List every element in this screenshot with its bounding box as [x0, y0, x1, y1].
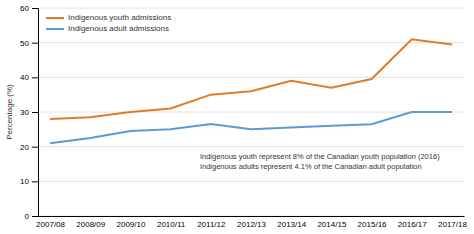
y-tick-mark	[32, 43, 38, 44]
x-tick-label: 2014/15	[317, 220, 346, 229]
legend-swatch	[46, 28, 64, 30]
series-line	[50, 112, 452, 143]
y-tick-label: 50	[20, 39, 29, 48]
y-tick-label: 20	[20, 143, 29, 152]
y-axis-title: Percentage (%)	[5, 84, 14, 140]
plot-area: 0 10 20 30 40 50 60 2007/08 2008/09 2009/10 2010/1…	[20, 4, 467, 229]
grid-line	[38, 112, 464, 113]
grid	[38, 8, 464, 216]
y-tick: 30	[20, 108, 38, 117]
chart: 0 10 20 30 40 50 60 2007/08 2008/09 2009/10 2010/1…	[0, 0, 474, 234]
series-line	[50, 39, 452, 119]
y-tick-mark	[32, 147, 38, 148]
annotation-text: Indigenous adults represent 4.1% of the …	[200, 162, 422, 171]
series-group	[50, 39, 452, 143]
x-tick-label: 2010/11	[157, 220, 186, 229]
y-tick-label: 30	[20, 108, 29, 117]
grid-line	[38, 216, 464, 217]
y-axis: 0 10 20 30 40 50 60	[20, 4, 38, 221]
x-tick-label: 2007/08	[36, 220, 65, 229]
x-tick: 2007/08	[36, 220, 65, 229]
x-axis: 2007/08 2008/09 2009/10 2010/11 2011/12 2012/…	[36, 217, 467, 229]
y-tick-mark	[32, 112, 38, 113]
grid-line	[38, 42, 464, 43]
x-tick-label: 2017/18	[438, 220, 467, 229]
y-tick-mark	[32, 77, 38, 78]
x-tick-label: 2012/13	[237, 220, 266, 229]
x-tick: 2015/16	[358, 220, 387, 229]
x-tick-label: 2013/14	[277, 220, 306, 229]
grid-line	[38, 8, 464, 9]
legend: Indigenous youth admissions Indigenous ad…	[46, 13, 171, 33]
annotation: Indigenous youth represent 8% of the Can…	[200, 152, 440, 171]
y-tick: 60	[20, 4, 38, 13]
x-tick: 2013/14	[277, 220, 306, 229]
grid-line	[38, 77, 464, 78]
y-tick: 20	[20, 143, 38, 152]
x-tick: 2009/10	[116, 220, 145, 229]
legend-label: Indigenous adult admissions	[68, 24, 169, 33]
y-tick-mark	[32, 8, 38, 9]
y-tick: 50	[20, 39, 38, 48]
legend-swatch	[46, 17, 64, 19]
grid-line	[38, 146, 464, 147]
x-tick: 2012/13	[237, 220, 266, 229]
y-tick-label: 0	[25, 212, 30, 221]
y-tick: 10	[20, 177, 38, 186]
y-tick: 40	[20, 73, 38, 82]
x-tick: 2016/17	[398, 220, 427, 229]
y-tick-label: 40	[20, 73, 29, 82]
grid-line	[38, 181, 464, 182]
y-tick-mark	[32, 216, 38, 217]
annotation-text: Indigenous youth represent 8% of the Can…	[200, 152, 440, 161]
x-tick-label: 2008/09	[76, 220, 105, 229]
legend-item: Indigenous adult admissions	[46, 24, 169, 33]
x-tick-label: 2016/17	[398, 220, 427, 229]
y-axis-line	[32, 9, 39, 217]
y-tick-label: 60	[20, 4, 29, 13]
x-tick: 2010/11	[157, 220, 186, 229]
y-tick-label: 10	[20, 177, 29, 186]
x-tick: 2008/09	[76, 220, 105, 229]
y-tick-mark	[32, 181, 38, 182]
x-tick: 2014/15	[317, 220, 346, 229]
x-tick: 2017/18	[438, 220, 467, 229]
x-axis-line	[39, 216, 465, 217]
x-tick-label: 2009/10	[116, 220, 145, 229]
x-tick-label: 2011/12	[197, 220, 226, 229]
x-tick-label: 2015/16	[358, 220, 387, 229]
x-tick: 2011/12	[197, 220, 226, 229]
legend-label: Indigenous youth admissions	[68, 13, 171, 22]
legend-item: Indigenous youth admissions	[46, 13, 171, 22]
